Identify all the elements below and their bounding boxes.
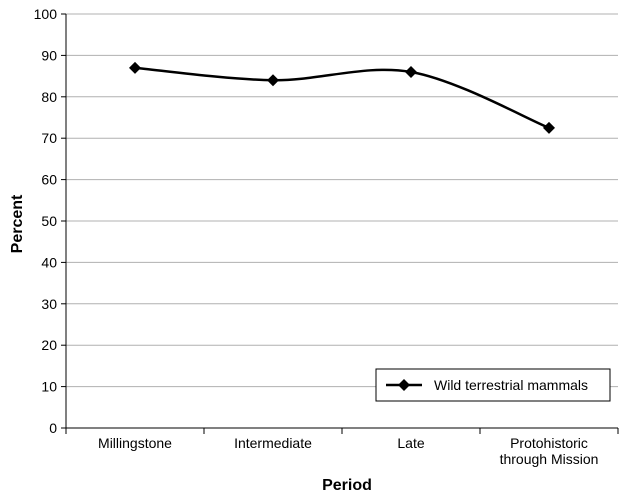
y-tick-label: 70 (41, 130, 57, 146)
y-tick-label: 10 (41, 379, 57, 395)
x-axis-title: Period (322, 477, 372, 494)
axes (61, 13, 619, 434)
y-tick-label: 40 (41, 254, 57, 270)
y-tick-label: 20 (41, 337, 57, 353)
x-tick-label: Millingstone (98, 435, 172, 451)
y-tick-label: 90 (41, 47, 57, 63)
y-tick-label: 0 (49, 420, 57, 436)
y-tick-label: 60 (41, 172, 57, 188)
series-layer (129, 61, 555, 134)
y-tick-label: 80 (41, 89, 57, 105)
y-axis-title: Percent (9, 194, 26, 253)
series-line (134, 66, 550, 130)
data-point-marker (129, 61, 141, 74)
x-tick-label: Intermediate (234, 435, 312, 451)
gridlines (66, 13, 618, 388)
y-tick-label: 50 (41, 213, 57, 229)
x-tick-label: through Mission (500, 451, 599, 467)
x-tick-label: Late (397, 435, 424, 451)
legend-marker-diamond (398, 379, 410, 391)
legend: Wild terrestrial mammals (375, 368, 611, 402)
data-point-marker (405, 65, 417, 78)
x-tick-labels: Millingstone Intermediate Late Protohistori… (98, 435, 598, 467)
data-point-marker (543, 121, 555, 134)
y-tick-label: 100 (34, 6, 58, 22)
data-point-marker (267, 74, 279, 87)
legend-label: Wild terrestrial mammals (434, 377, 588, 393)
x-tick-label: Protohistoric (510, 435, 588, 451)
y-tick-label: 30 (41, 296, 57, 312)
y-tick-labels: 0 10 20 30 40 50 60 70 80 90 100 (34, 6, 58, 436)
